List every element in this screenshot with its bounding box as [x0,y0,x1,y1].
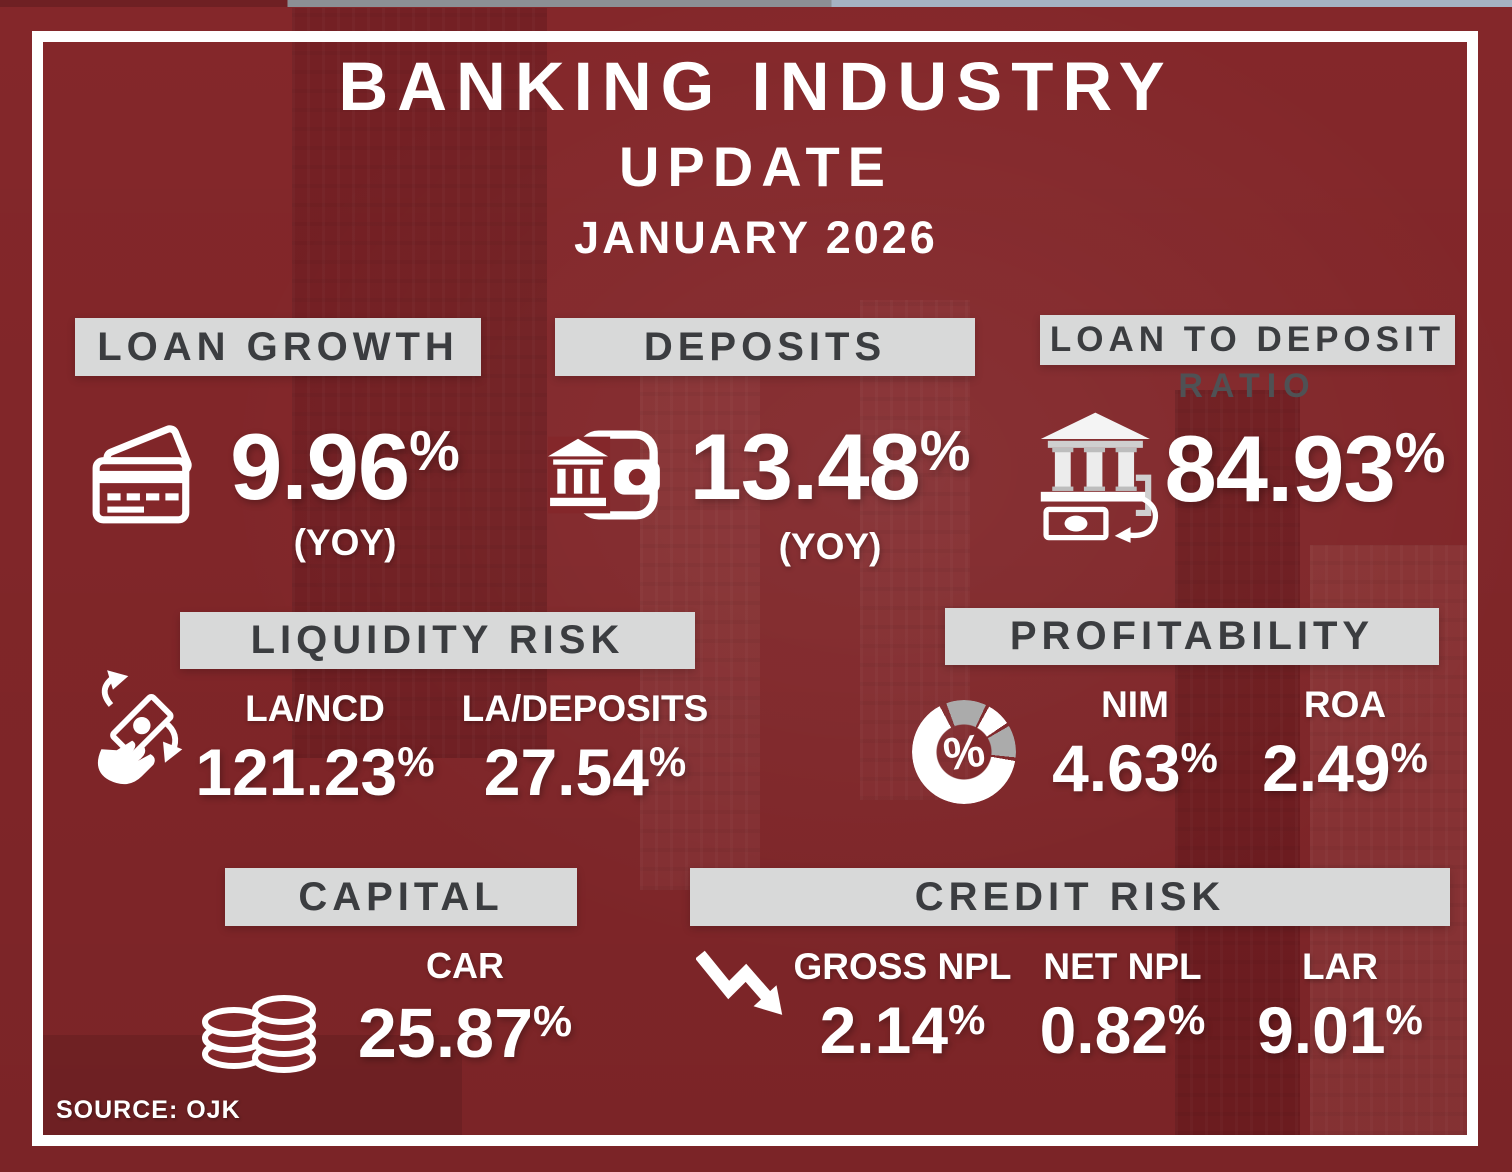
metric-net-npl: NET NPL 0.82% [1015,948,1230,1063]
sub-title: UPDATE [618,135,894,198]
credit-cards-icon [88,420,200,532]
value-percent-sign: % [397,738,435,785]
metric-la-deposits: LA/DEPOSITS 27.54% [455,690,715,805]
background-building [640,330,760,890]
value-number: 121.23 [195,735,398,809]
value-percent-sign: % [1390,734,1428,781]
downtrend-arrow-icon [696,948,792,1034]
section-header-deposits: DEPOSITS [555,318,975,376]
value-number: 2.14 [819,993,949,1067]
section-header-label: PROFITABILITY [1009,614,1375,658]
value-number: 27.54 [483,735,649,809]
section-header-profitability: PROFITABILITY [945,608,1439,665]
section-header-label: DEPOSITS [643,324,887,369]
value-number: 2.49 [1262,731,1391,805]
metric-lar: LAR 9.01% [1235,948,1445,1063]
section-header-capital: CAPITAL [225,868,577,926]
section-header-credit-risk: CREDIT RISK [690,868,1450,926]
metric-label: LA/DEPOSITS [461,688,709,729]
value-percent-sign: % [1168,996,1206,1043]
value-percent-sign: % [409,419,460,483]
metric-la-ncd: LA/NCD 121.23% [190,690,440,805]
value-percent-sign: % [919,419,971,483]
section-header-label: LOAN TO DEPOSIT [1049,320,1446,359]
loan-growth-note: (YOY) [293,522,397,563]
loan-growth-value: 9.96% [205,420,485,514]
metric-label: ROA [1303,684,1387,725]
source-credit: SOURCE: OJK [56,1096,241,1124]
money-hand-icon [84,668,190,794]
metric-label: CAR [426,945,504,986]
section-header-loan-growth: LOAN GROWTH [75,318,481,376]
deposits-value: 13.48% [670,420,990,514]
metric-label: GROSS NPL [793,946,1012,987]
bank-money-icon [1032,408,1164,544]
percent-symbol: % [940,723,988,781]
value-number: 4.63 [1052,731,1181,805]
background-building [1175,390,1300,1135]
value-number: 9.96 [230,414,410,519]
value-number: 0.82 [1039,993,1169,1067]
value-number: 13.48 [689,414,921,519]
period-title: JANUARY 2026 [574,212,938,263]
donut-ring [912,700,1016,804]
metric-value: 25.87% [340,998,590,1068]
metric-label: LA/NCD [245,688,385,729]
section-header-label: CREDIT RISK [914,874,1226,919]
metric-label: NET NPL [1043,946,1202,987]
value-percent-sign: % [533,997,573,1046]
metric-value: 4.63% [1025,735,1245,801]
metric-value: 121.23% [190,739,440,805]
metric-value: 2.49% [1240,735,1450,801]
section-header-loan-to-deposit: LOAN TO DEPOSIT [1040,315,1455,365]
metric-gross-npl: GROSS NPL 2.14% [790,948,1015,1063]
metric-label: LAR [1301,946,1379,987]
coin-stacks-icon [198,964,320,1074]
metric-value: 9.01% [1235,997,1445,1063]
value-number: 25.87 [357,994,534,1072]
bank-wallet-icon [548,422,664,528]
metric-value: 2.14% [790,997,1015,1063]
section-subheader-ratio: RATIO [1178,367,1317,405]
section-header-label: CAPITAL [298,874,504,919]
section-header-label: LOAN GROWTH [97,324,459,369]
main-title: BANKING INDUSTRY [338,48,1174,125]
deposits-note: (YOY) [778,526,882,567]
metric-value: 27.54% [455,739,715,805]
metric-nim: NIM 4.63% [1025,686,1245,801]
value-percent-sign: % [648,738,687,785]
photo-sky-strip [0,0,1512,7]
metric-roa: ROA 2.49% [1240,686,1450,801]
metric-car: CAR 25.87% [340,945,590,1069]
value-number: 84.93 [1164,416,1396,521]
section-header-liquidity-risk: LIQUIDITY RISK [180,612,695,669]
metric-label: NIM [1101,684,1169,725]
value-percent-sign: % [1385,996,1423,1043]
value-percent-sign: % [1180,734,1218,781]
loan-to-deposit-value: 84.93% [1155,422,1455,516]
value-percent-sign: % [1394,421,1446,485]
value-percent-sign: % [948,996,986,1043]
title-block: BANKING INDUSTRY UPDATE JANUARY 2026 [0,52,1512,260]
percent-donut-icon: % [912,700,1016,804]
metric-value: 0.82% [1015,997,1230,1063]
value-number: 9.01 [1257,993,1386,1067]
section-header-label: LIQUIDITY RISK [250,618,625,662]
